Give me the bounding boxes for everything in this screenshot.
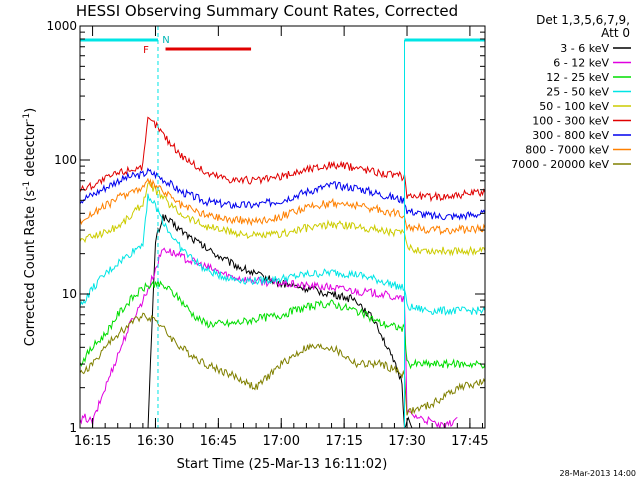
- x-tick-label-1: 16:30: [137, 434, 174, 449]
- series-line-8: [80, 312, 485, 416]
- x-tick-label-3: 17:00: [263, 434, 300, 449]
- x-axis-label: Start Time (25-Mar-13 16:11:02): [177, 457, 388, 472]
- legend-header-line1: Det 1,3,5,6,7,9,: [536, 13, 630, 27]
- legend-label-8: 7000 - 20000 keV: [511, 158, 609, 171]
- legend-label-4: 50 - 100 keV: [539, 100, 609, 113]
- legend-label-0: 3 - 6 keV: [560, 42, 609, 55]
- x-tick-label-5: 17:30: [388, 434, 425, 449]
- x-tick-label-2: 16:45: [200, 434, 237, 449]
- night-flag-label: N: [162, 35, 169, 46]
- series-line-5: [80, 116, 485, 203]
- chart-title: HESSI Observing Summary Count Rates, Cor…: [76, 2, 458, 20]
- series-layer: [80, 116, 485, 428]
- y-axis-label: Corrected Count Rate (s-1 detector-1): [22, 108, 38, 346]
- series-line-6: [80, 167, 485, 221]
- y-tick-label-0: 1: [69, 421, 77, 435]
- axis-layer: 1 10 100 1000 16:15 16:30 16:45 17:00 17:15 17:30…: [46, 19, 488, 449]
- y-tick-label-1: 10: [62, 287, 77, 301]
- timestamp: 28-Mar-2013 14:00: [560, 469, 637, 478]
- plot-frame: [79, 25, 486, 429]
- legend-label-3: 25 - 50 keV: [546, 86, 609, 99]
- series-line-4: [80, 181, 485, 257]
- y-axis-label-exp1: -1: [22, 181, 32, 190]
- y-tick-label-2: 100: [54, 153, 77, 167]
- y-axis-label-main: Corrected Count Rate (s: [23, 190, 38, 347]
- flag-layer: FN: [80, 35, 485, 56]
- series-line-3: [80, 193, 485, 316]
- legend-label-6: 300 - 800 keV: [532, 129, 609, 142]
- y-axis-label-exp2: -1: [22, 113, 32, 122]
- legend-label-1: 6 - 12 keV: [553, 57, 609, 70]
- x-tick-label-6: 17:45: [451, 434, 488, 449]
- legend-label-5: 100 - 300 keV: [532, 115, 609, 128]
- y-axis-label-end: ): [23, 108, 38, 113]
- legend-label-2: 12 - 25 keV: [546, 71, 609, 84]
- series-line-0: [147, 214, 413, 428]
- x-tick-label-4: 17:15: [325, 434, 362, 449]
- y-tick-label-3: 1000: [46, 19, 77, 33]
- x-tick-label-0: 16:15: [74, 434, 111, 449]
- y-axis-label-mid: detector: [23, 121, 38, 181]
- flare-flag-label: F: [143, 45, 149, 56]
- series-line-7: [80, 177, 485, 236]
- series-line-2: [80, 280, 485, 370]
- legend-label-7: 800 - 7000 keV: [525, 144, 609, 157]
- series-line-1: [80, 247, 458, 428]
- legend-header-line2: Att 0: [601, 26, 630, 40]
